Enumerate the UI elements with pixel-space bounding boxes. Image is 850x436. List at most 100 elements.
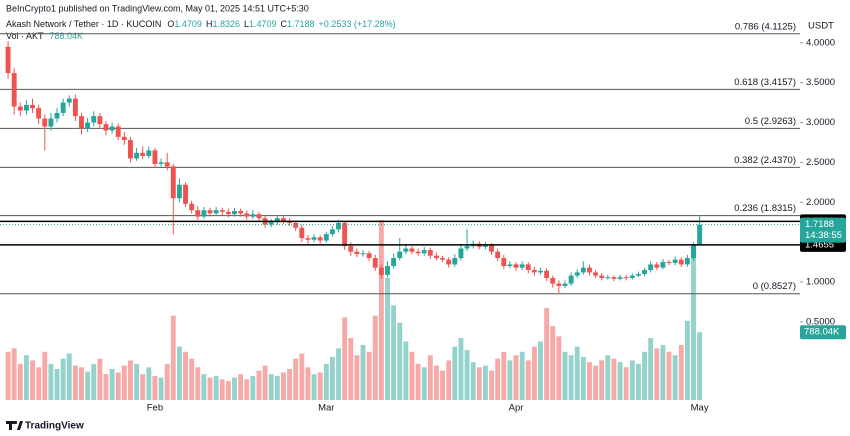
volume-legend: Vol · AKT 788.04K [6,31,83,41]
candle-body [97,116,103,125]
candle-body [507,264,513,267]
candle-body [648,264,654,271]
volume-bar [238,374,244,400]
volume-bar [593,365,599,400]
volume-bar [329,356,335,400]
candle-body [562,283,568,286]
candle-body [617,277,623,279]
volume-bar [281,372,286,400]
candle-body [378,267,384,275]
volume-bar [323,363,329,400]
volume-bar [293,358,299,400]
candle-body [268,222,274,225]
volume-bar [360,344,366,400]
volume-bar [274,375,280,400]
candle-body [482,245,488,247]
volume-bar [605,355,611,400]
volume-bar [115,372,121,400]
volume-bar [5,351,11,400]
candle-body [366,253,372,259]
volume-bar [79,367,84,400]
volume-bar [305,367,311,400]
candle-body [85,122,91,129]
candle-body [23,104,29,111]
candle-body [531,270,537,273]
candle-body [342,222,348,247]
candle-body [323,234,329,241]
volume-bar [189,358,195,400]
candle-body [538,270,543,273]
volume-bar [440,370,446,400]
volume-bar [599,360,605,400]
volume-bar [128,360,133,400]
fib-label: 0.786 (4.1125) [735,21,796,32]
volume-bar [256,370,262,400]
volume-bar [666,351,672,400]
candle-body [72,98,78,117]
volume-bar [54,369,60,400]
volume-bar [574,346,580,400]
volume-bar [213,375,219,400]
volume-bar [538,341,543,400]
candle-body [219,210,225,212]
volume-bar [672,355,678,400]
candle-body [574,272,580,276]
candle-body [225,211,231,215]
candle-body [593,272,599,276]
candle-body [195,210,201,217]
volume-bar [262,365,268,400]
ohlc-letter: H [206,19,213,29]
volume-bar [146,367,152,400]
candle-body [158,162,164,164]
volume-bar [513,355,519,400]
volume-bar [495,358,501,400]
candle-body [134,152,140,159]
volume-bar [617,362,623,400]
volume-bar [164,363,170,400]
volume-bar [654,348,660,400]
volume-bar [72,365,78,400]
volume-bar [660,344,666,400]
published-note: BeInCrypto1 published on TradingView.com… [6,3,309,13]
fib-label: 0 (0.8527) [753,281,796,292]
volume-bar [482,365,488,400]
candle-body [128,140,133,159]
candle-body [605,277,611,279]
candle-body [635,274,641,276]
candle-body [250,214,256,217]
candle-body [458,248,464,259]
y-tick-label: 0.5000 [806,316,835,327]
candle-body [176,184,182,199]
candle-body [146,150,152,156]
candle-body [666,262,672,264]
candle-body [140,152,146,156]
candle-body [623,277,629,279]
volume-bar [299,353,305,400]
volume-bar [476,367,482,400]
ohlc-letter: O [167,19,174,29]
candle-body [464,246,470,249]
candle-body [409,248,415,252]
candle-body [556,283,562,286]
y-tick-label: 2.5000 [806,157,835,168]
countdown-label: 14:38:55 [805,230,842,241]
volume-bar [642,351,647,400]
candle-body [403,248,409,252]
candle-body [213,210,219,214]
candle-body [232,211,237,215]
ohlc-letter: L [244,19,249,29]
volume-bar [648,338,654,400]
candle-body [660,262,666,268]
volume-bar [152,375,158,400]
volume-bar [556,336,562,400]
volume-bar [348,338,354,400]
candle-body [501,258,507,267]
fib-label: 0.5 (2.9263) [745,116,796,127]
volume-bar [103,374,109,400]
volume-bar [550,326,556,400]
volume-bar [464,350,470,400]
y-tick-label: 1.0000 [806,276,835,287]
candle-body [91,116,97,123]
candle-body [580,267,586,273]
